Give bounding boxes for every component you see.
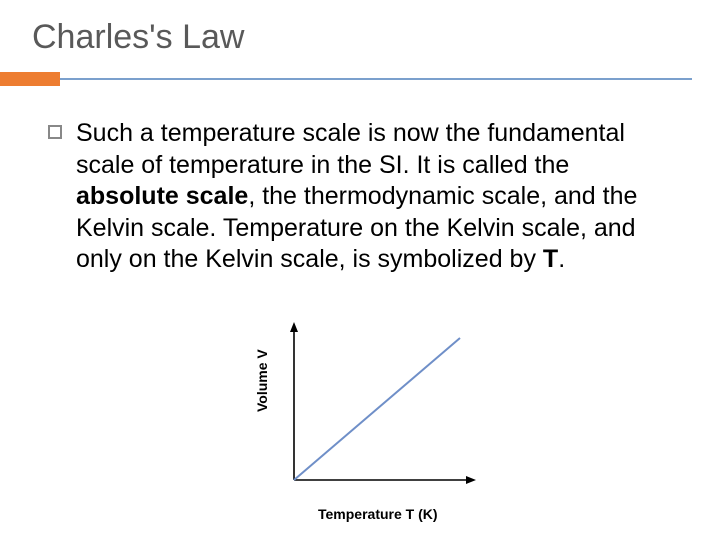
text-bold: T (543, 245, 558, 273)
chart-data-line (294, 338, 460, 480)
chart: Volume V Temperature T (K) (260, 320, 490, 520)
x-axis-arrow-icon (466, 476, 476, 484)
text-run: . (558, 245, 565, 273)
y-axis-arrow-icon (290, 322, 298, 332)
title-underline (60, 78, 692, 80)
slide-title: Charles's Law (32, 18, 244, 57)
text-run: Such a temperature scale is now the fund… (76, 119, 625, 179)
chart-x-label: Temperature T (K) (318, 506, 438, 522)
bullet-marker-icon (48, 125, 62, 139)
accent-bar (0, 72, 60, 86)
bullet-row: Such a temperature scale is now the fund… (48, 118, 672, 276)
chart-svg (260, 320, 490, 500)
chart-y-label: Volume V (254, 349, 270, 412)
slide: Charles's Law Such a temperature scale i… (0, 0, 720, 540)
body: Such a temperature scale is now the fund… (48, 118, 672, 276)
body-text: Such a temperature scale is now the fund… (76, 118, 672, 276)
text-bold: absolute scale (76, 182, 248, 210)
